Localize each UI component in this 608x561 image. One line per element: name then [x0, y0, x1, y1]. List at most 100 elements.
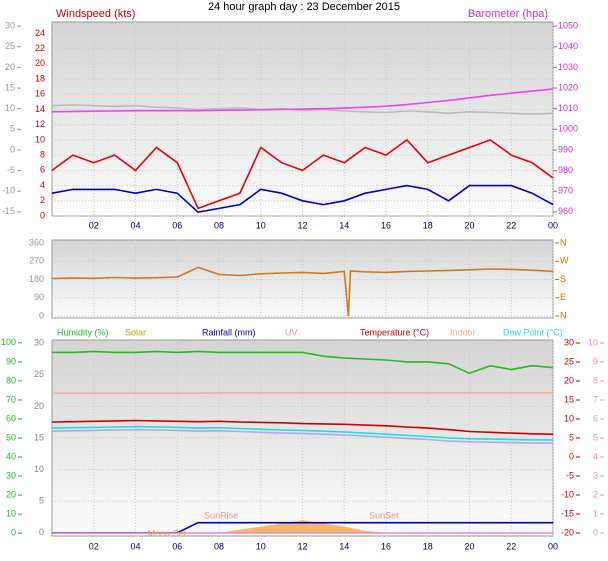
x-tick-label: 18 — [423, 541, 433, 551]
y3-tick-label: 10 — [6, 508, 16, 518]
y2-tick-label: 1030 — [558, 62, 578, 72]
x-tick-label: 10 — [256, 541, 266, 551]
y-tick-label: 16 — [35, 89, 45, 99]
annotation: Moon Set — [148, 528, 187, 538]
x-tick-label: 16 — [381, 220, 391, 230]
y-tick-label: 180 — [29, 274, 44, 284]
y3-tick-label: 0 — [10, 144, 15, 154]
series-line — [51, 88, 554, 113]
y-tick-label: 0 — [39, 310, 44, 320]
y3-tick-label: 15 — [5, 82, 15, 92]
y2-tick-label: 1050 — [558, 21, 578, 31]
series-line — [52, 350, 554, 375]
x-tick-label: 12 — [297, 541, 307, 551]
y2-tick-label: 20 — [564, 375, 574, 385]
y-tick-label: 22 — [35, 43, 45, 53]
y4-tick-label: 9 — [593, 356, 598, 366]
legend-entry: Indoor — [450, 327, 476, 337]
x-tick-label: 10 — [256, 220, 266, 230]
x-tick-label: 04 — [130, 220, 140, 230]
series-line — [51, 419, 554, 435]
legend-entry: Dew Point (°C) — [503, 327, 563, 337]
y-tick-label: 8 — [40, 150, 45, 160]
x-tick-label: 04 — [130, 541, 140, 551]
series-line — [51, 104, 554, 115]
x-tick-label: 12 — [297, 220, 307, 230]
y4-tick-label: 10 — [588, 337, 598, 347]
y3-tick-label: 20 — [5, 62, 15, 72]
series-line — [51, 184, 554, 214]
y3-tick-label: 70 — [6, 394, 16, 404]
y2-tick-label: 30 — [564, 337, 574, 347]
y2-tick-label: 1000 — [558, 124, 578, 134]
y-tick-label: 270 — [29, 256, 44, 266]
y3-tick-label: -15 — [2, 206, 15, 216]
y2-tick-label: 980 — [558, 165, 573, 175]
x-tick-label: 00 — [548, 220, 558, 230]
y2-tick-label: 960 — [558, 206, 573, 216]
y-tick-label: 10 — [35, 134, 45, 144]
y3-tick-label: -10 — [2, 186, 15, 196]
x-tick-label: 14 — [339, 541, 349, 551]
plot-area — [51, 21, 554, 217]
y-tick-label: 90 — [34, 292, 44, 302]
y2-tick-label: 0 — [569, 451, 574, 461]
x-tick-label: 08 — [214, 541, 224, 551]
y-tick-label: 360 — [29, 237, 44, 247]
y4-tick-label: 4 — [593, 451, 598, 461]
y2-tick-label: -20 — [561, 527, 574, 537]
y4-tick-label: 1 — [593, 508, 598, 518]
y-tick-label: 20 — [35, 58, 45, 68]
series-line — [51, 425, 553, 441]
x-tick-label: 20 — [464, 541, 474, 551]
y-tick-label: 12 — [35, 119, 45, 129]
y4-tick-label: 7 — [593, 394, 598, 404]
y-tick-label: 30 — [34, 338, 44, 348]
y2-axis-label: Barometer (hpa) — [468, 8, 548, 20]
y-tick-label: 20 — [34, 401, 44, 411]
y2-tick-label: 5 — [569, 432, 574, 442]
y-tick-label: 15 — [34, 432, 44, 442]
annotation: SunRise — [204, 510, 238, 520]
x-tick-label: 18 — [423, 220, 433, 230]
y3-tick-label: 30 — [5, 21, 15, 31]
y3-tick-label: 0 — [11, 528, 16, 538]
y2-tick-label: W — [560, 256, 569, 266]
y2-tick-label: 15 — [564, 394, 574, 404]
y-tick-label: 4 — [40, 180, 45, 190]
y4-tick-label: 5 — [593, 432, 598, 442]
y-tick-label: 0 — [40, 210, 45, 220]
annotation: SunSet — [369, 510, 399, 520]
y3-tick-label: 40 — [6, 451, 16, 461]
y3-tick-label: 5 — [10, 124, 15, 134]
series-area — [52, 520, 553, 533]
y4-tick-label: 2 — [593, 489, 598, 499]
x-tick-label: 14 — [339, 220, 349, 230]
y3-tick-label: 30 — [6, 470, 16, 480]
x-tick-label: 00 — [548, 541, 558, 551]
legend-entry: Rainfall (mm) — [202, 327, 256, 337]
y-axis-label: Windspeed (kts) — [56, 8, 135, 20]
y2-tick-label: S — [560, 274, 566, 284]
y2-tick-label: 990 — [558, 144, 573, 154]
x-tick-label: 22 — [506, 220, 516, 230]
y3-tick-label: 50 — [6, 432, 16, 442]
y2-tick-label: N — [560, 237, 567, 247]
y2-tick-label: 1040 — [558, 41, 578, 51]
y-tick-label: 5 — [39, 496, 44, 506]
x-tick-label: 20 — [464, 220, 474, 230]
x-tick-label: 06 — [172, 541, 182, 551]
y3-tick-label: 10 — [5, 103, 15, 113]
y-tick-label: 24 — [35, 28, 45, 38]
y-tick-label: 25 — [34, 369, 44, 379]
y3-tick-label: -5 — [7, 165, 15, 175]
y2-tick-label: -5 — [566, 470, 574, 480]
y4-tick-label: 8 — [593, 375, 598, 385]
series-line — [51, 266, 554, 317]
y4-tick-label: 6 — [593, 413, 598, 423]
legend-entry: Temperature (°C) — [360, 327, 429, 337]
x-tick-label: 16 — [381, 541, 391, 551]
y3-tick-label: 100 — [1, 337, 16, 347]
